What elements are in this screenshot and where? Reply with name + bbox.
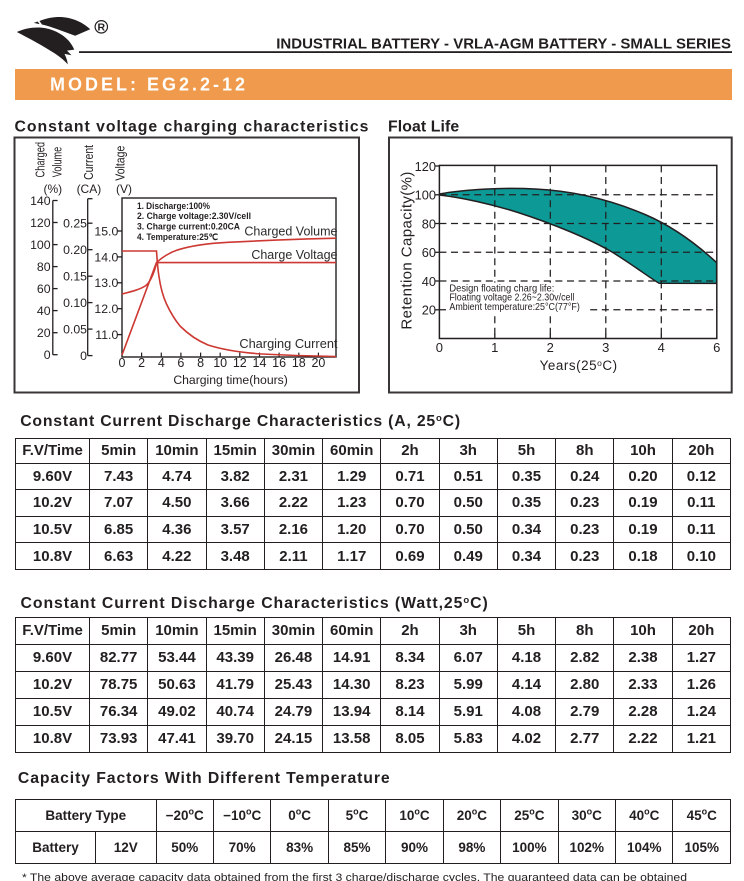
svg-text:Constant voltage charging char: Constant voltage charging characteristic… bbox=[15, 118, 370, 135]
svg-text:4. Temperature:25℃: 4. Temperature:25℃ bbox=[137, 232, 218, 242]
svg-text:* The above average capacity d: * The above average capacity data obtain… bbox=[22, 872, 687, 881]
svg-text:Voltage: Voltage bbox=[114, 146, 128, 181]
svg-text:Design floating charg life:: Design floating charg life: bbox=[449, 283, 554, 294]
svg-text:16: 16 bbox=[272, 356, 286, 370]
svg-text:12: 12 bbox=[233, 356, 247, 370]
svg-text:0: 0 bbox=[80, 349, 87, 363]
svg-text:3: 3 bbox=[602, 340, 609, 355]
svg-text:Constant Current Discharge Cha: Constant Current Discharge Characteristi… bbox=[21, 595, 489, 612]
svg-text:4: 4 bbox=[658, 340, 665, 355]
svg-text:11.0: 11.0 bbox=[95, 328, 118, 342]
svg-text:Current: Current bbox=[82, 144, 96, 179]
svg-text:0.25: 0.25 bbox=[63, 217, 87, 231]
svg-text:120: 120 bbox=[30, 216, 51, 230]
svg-text:0: 0 bbox=[436, 340, 443, 355]
svg-text:1: 1 bbox=[491, 340, 498, 355]
svg-text:6: 6 bbox=[713, 340, 720, 355]
svg-text:INDUSTRIAL BATTERY - VRLA-AGM: INDUSTRIAL BATTERY - VRLA-AGM BATTERY - … bbox=[276, 36, 731, 53]
svg-text:Constant Current Discharge Cha: Constant Current Discharge Characteristi… bbox=[20, 413, 461, 430]
svg-text:Volume: Volume bbox=[50, 147, 64, 178]
svg-text:20: 20 bbox=[37, 326, 51, 340]
svg-text:R: R bbox=[98, 22, 106, 34]
svg-text:Charging Current: Charging Current bbox=[239, 336, 338, 351]
svg-text:(CA): (CA) bbox=[77, 182, 102, 196]
svg-text:15.0: 15.0 bbox=[94, 224, 118, 238]
svg-text:18: 18 bbox=[292, 356, 306, 370]
svg-text:Retention Capacity(%): Retention Capacity(%) bbox=[399, 171, 416, 329]
svg-text:12.0: 12.0 bbox=[94, 302, 118, 316]
svg-text:(%): (%) bbox=[43, 182, 62, 196]
svg-text:60: 60 bbox=[37, 282, 51, 296]
svg-text:0.15: 0.15 bbox=[63, 270, 87, 284]
svg-text:Charge Voltage: Charge Voltage bbox=[251, 248, 337, 262]
svg-text:0.10: 0.10 bbox=[63, 296, 87, 310]
svg-text:14: 14 bbox=[253, 356, 267, 370]
svg-text:Charging time(hours): Charging time(hours) bbox=[173, 373, 287, 387]
svg-text:8: 8 bbox=[197, 356, 204, 370]
svg-text:100: 100 bbox=[415, 188, 436, 203]
svg-text:0: 0 bbox=[44, 348, 51, 362]
svg-text:120: 120 bbox=[415, 159, 436, 174]
svg-text:80: 80 bbox=[422, 216, 436, 231]
svg-text:3. Charge current:0.20CA: 3. Charge current:0.20CA bbox=[137, 222, 240, 232]
svg-text:13.0: 13.0 bbox=[94, 276, 118, 290]
svg-text:80: 80 bbox=[37, 260, 51, 274]
svg-text:4: 4 bbox=[158, 356, 165, 370]
svg-text:140: 140 bbox=[30, 194, 51, 208]
svg-text:100: 100 bbox=[30, 238, 51, 252]
svg-text:6: 6 bbox=[177, 356, 184, 370]
svg-text:0: 0 bbox=[119, 356, 126, 370]
svg-text:Charged Volume: Charged Volume bbox=[244, 224, 337, 238]
svg-text:Ambient temperature:25°C(77°F): Ambient temperature:25°C(77°F) bbox=[449, 302, 579, 313]
svg-text:(V): (V) bbox=[116, 182, 132, 196]
svg-text:2: 2 bbox=[547, 340, 554, 355]
svg-text:40: 40 bbox=[37, 304, 51, 318]
svg-text:1. Discharge:100%: 1. Discharge:100% bbox=[137, 201, 210, 211]
svg-text:14.0: 14.0 bbox=[94, 250, 118, 264]
svg-text:2. Charge voltage:2.30V/cell: 2. Charge voltage:2.30V/cell bbox=[137, 211, 251, 221]
svg-text:40: 40 bbox=[422, 274, 436, 289]
svg-text:2: 2 bbox=[138, 356, 145, 370]
svg-text:Floating voltage 2.26~2.30v/ce: Floating voltage 2.26~2.30v/cell bbox=[449, 293, 574, 304]
svg-text:MODEL: EG2.2-12: MODEL: EG2.2-12 bbox=[50, 75, 248, 95]
svg-text:20: 20 bbox=[422, 303, 436, 318]
svg-text:Years(25oC): Years(25oC) bbox=[540, 358, 618, 373]
svg-text:0.05: 0.05 bbox=[63, 323, 87, 337]
svg-text:20: 20 bbox=[311, 356, 325, 370]
svg-text:Capacity Factors With Differen: Capacity Factors With Different Temperat… bbox=[18, 770, 391, 787]
svg-text:10: 10 bbox=[213, 356, 227, 370]
svg-text:Float Life: Float Life bbox=[388, 118, 459, 135]
svg-text:Charged: Charged bbox=[33, 142, 47, 178]
svg-text:60: 60 bbox=[422, 245, 436, 260]
svg-text:0.20: 0.20 bbox=[63, 243, 87, 257]
